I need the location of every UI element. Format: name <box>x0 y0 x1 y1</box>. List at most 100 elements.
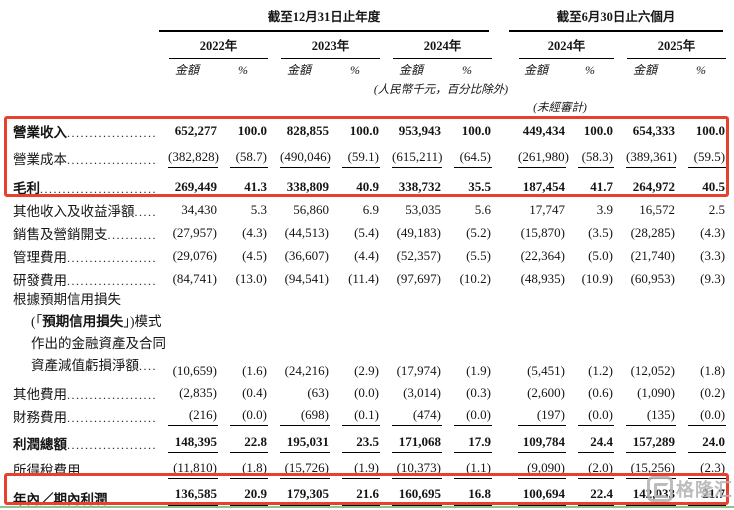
cell-value: (58.3) <box>578 149 615 168</box>
table-row-income-tax: 所得稅費用 (11,810) (1.8) (15,726) (1.9) (10,… <box>10 453 727 479</box>
cell-value: (10.9) <box>581 271 614 286</box>
cell-value: 171,068 <box>392 434 442 453</box>
cell-value: 40.5 <box>702 179 726 194</box>
cell-value: (10.2) <box>459 271 492 286</box>
cell-value: (11,810) <box>168 460 218 479</box>
cell-value: (0.6) <box>588 385 614 400</box>
cell-value: (1.8) <box>230 460 268 479</box>
cell-value: (29,076) <box>172 248 217 263</box>
table-row-selling-expenses: 銷售及營銷開支 (27,957) (4.3) (44,513) (5.4) (4… <box>10 220 726 243</box>
dot-leader <box>67 153 156 168</box>
amount-column-header: 金額 <box>633 63 658 77</box>
row-label: 年內／期內利潤 <box>13 492 108 507</box>
amount-column-header: 金額 <box>524 63 549 77</box>
percent-column-header: % <box>238 63 248 77</box>
cell-value: (5.5) <box>466 248 492 263</box>
table-row-net-profit: 年內／期內利潤 136,585 20.9 179,305 21.6 160,69… <box>10 479 727 508</box>
cell-value: 195,031 <box>280 434 330 453</box>
cell-value: (17,974) <box>396 363 441 378</box>
cell-value: (36,607) <box>284 248 329 263</box>
cell-value: (64.5) <box>454 149 493 168</box>
dot-leader <box>81 464 157 479</box>
cell-value: 22.4 <box>578 486 615 508</box>
table-row-cost-of-revenue: 營業成本 (382,828) (58.7) (490,046) (59.1) (… <box>10 141 727 168</box>
cell-value: (1.2) <box>588 363 614 378</box>
amount-column-header: 金額 <box>286 63 311 77</box>
cell-value: (24,216) <box>284 363 329 378</box>
percent-column-header: % <box>462 63 472 77</box>
cell-value: (2,600) <box>527 385 566 400</box>
dot-leader <box>139 355 156 377</box>
cell-value: (382,828) <box>168 149 219 168</box>
cell-value: (5.2) <box>466 225 492 240</box>
cell-value: 338,732 <box>398 179 441 194</box>
cell-value: 654,333 <box>632 123 676 138</box>
cell-value: (44,513) <box>284 225 329 240</box>
cell-value: 40.9 <box>356 179 379 194</box>
dot-leader <box>67 411 156 426</box>
cell-value: 20.9 <box>230 486 268 508</box>
row-label: 營業成本 <box>13 152 67 167</box>
row-label: 管理費用 <box>13 250 67 265</box>
cell-value: (10,659) <box>172 363 217 378</box>
table-row-rd-expenses: 研發費用 (84,741) (13.0) (94,541) (11.4) (97… <box>10 266 726 289</box>
table-row-other-expenses: 其他費用 (2,835) (0.4) (63) (0.0) (3,014) (0… <box>10 381 726 403</box>
bottom-divider-line <box>0 506 734 508</box>
dot-leader <box>67 274 156 289</box>
cell-value: (0.1) <box>342 407 380 426</box>
table-row-finance-costs: 財務費用 (216) (0.0) (698) (0.1) (474) (0.0)… <box>10 403 727 426</box>
annual-period-header: 截至12月31日止年度 <box>159 6 490 32</box>
cell-value: (58.7) <box>230 149 268 168</box>
amount-column-header: 金額 <box>398 63 423 77</box>
cell-value: (3.3) <box>700 248 726 263</box>
dot-leader <box>67 388 156 403</box>
year-header-2023: 2023年 <box>281 35 380 59</box>
cell-value: (59.1) <box>342 149 380 168</box>
cell-value: 2.5 <box>708 202 726 217</box>
year-header-2024: 2024年 <box>393 35 493 59</box>
cell-value: (135) <box>626 407 677 426</box>
cell-value: 24.0 <box>688 434 727 453</box>
row-label-line-3: 作出的金融資產及合同 <box>31 336 166 351</box>
cell-value: (4.3) <box>700 225 726 240</box>
cell-value: (52,357) <box>396 248 441 263</box>
dot-leader <box>108 228 157 243</box>
cell-value: 23.5 <box>342 434 380 453</box>
cell-value: (60,953) <box>630 271 676 286</box>
row-label-line-4: 資產減值虧損淨額 <box>10 355 156 377</box>
cell-value: 100.0 <box>461 123 492 138</box>
cell-value: 17.9 <box>454 434 493 453</box>
cell-value: 157,289 <box>626 434 677 453</box>
cell-value: 953,943 <box>398 123 441 138</box>
dot-leader <box>67 126 156 141</box>
cell-value: (28,285) <box>630 225 676 240</box>
currency-note-row: (人民幣千元，百分比除外) <box>10 81 726 99</box>
cell-value: (474) <box>392 407 442 426</box>
table-row-gross-profit: 毛利 269,449 41.3 338,809 40.9 338,732 35.… <box>10 168 726 197</box>
table-row-other-income: 其他收入及收益淨額 34,430 5.3 56,860 6.9 53,035 5… <box>10 197 726 220</box>
cell-value: (2.9) <box>354 363 379 378</box>
watermark-text: 格隆汇 <box>676 480 733 500</box>
dot-leader <box>67 438 156 453</box>
cell-value: 148,395 <box>168 434 218 453</box>
table-row-ecl-impairment: 根據預期信用損失 (「預期信用損失」)模式 作出的金融資產及合同 資產減值虧損淨… <box>10 289 726 381</box>
cell-value: (0.0) <box>578 407 615 426</box>
cell-value: (698) <box>280 407 330 426</box>
table-row-admin-expenses: 管理費用 (29,076) (4.5) (36,607) (4.4) (52,3… <box>10 243 726 266</box>
cell-value: (9.3) <box>700 271 726 286</box>
unaudited-note: (未經審計) <box>533 102 587 114</box>
cell-value: (49,183) <box>396 225 441 240</box>
gelonghui-logo-icon <box>647 476 673 502</box>
cell-value: (48,935) <box>520 271 566 286</box>
cell-value: 6.9 <box>362 202 379 217</box>
cell-value: (389,361) <box>626 149 677 168</box>
cell-value: (2.3) <box>688 460 727 479</box>
cell-value: 100.0 <box>349 123 379 138</box>
row-label: 毛利 <box>13 181 40 196</box>
currency-note: (人民幣千元，百分比除外) <box>373 84 509 96</box>
cell-value: 187,454 <box>522 179 566 194</box>
cell-value: 449,434 <box>522 123 566 138</box>
cell-value: (59.5) <box>688 149 727 168</box>
cell-value: 41.3 <box>244 179 267 194</box>
cell-value: (1.6) <box>242 363 267 378</box>
